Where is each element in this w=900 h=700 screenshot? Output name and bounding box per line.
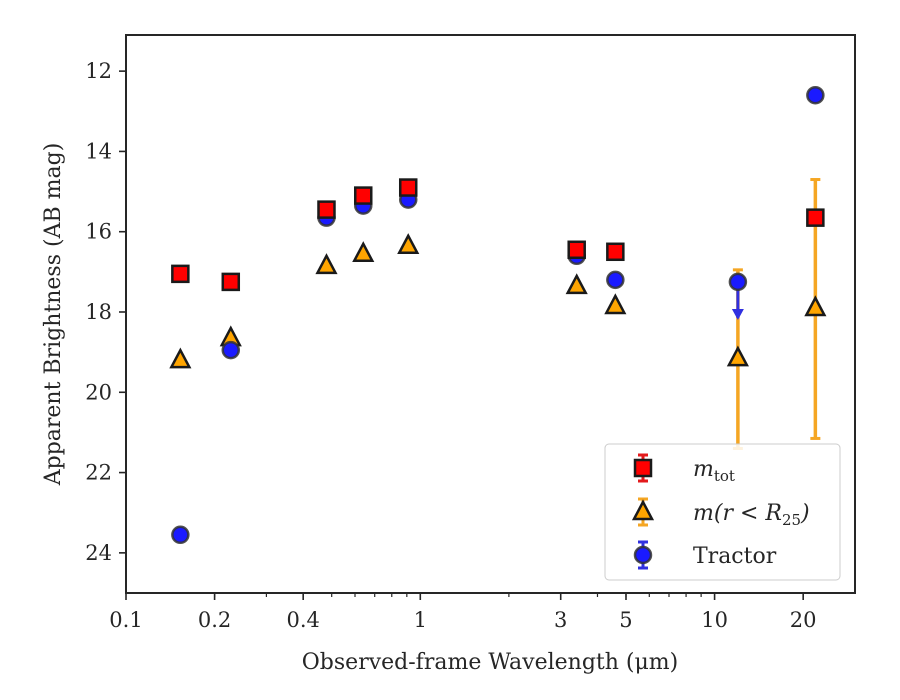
circle-point — [806, 85, 825, 105]
x-tick-label: 0.2 — [198, 608, 231, 632]
y-tick-label: 20 — [85, 380, 112, 404]
upper-limit-arrow — [731, 309, 744, 321]
triangle-point — [397, 233, 420, 255]
plot-frame — [125, 34, 856, 594]
square-point — [806, 208, 825, 227]
x-tick-label: 0.4 — [286, 608, 319, 632]
legend-label: mtot — [693, 457, 735, 485]
axis-ticks: 0.1 0.2 0.4 1 3 5 10 20 12 14 16 18 20 22 24 — [85, 59, 816, 632]
y-tick-label: 18 — [85, 300, 112, 324]
triangle-point — [352, 241, 375, 263]
triangle-point — [169, 347, 192, 369]
square-point — [317, 200, 336, 219]
x-tick-label: 0.1 — [109, 608, 142, 632]
legend-label: m(r < R25) — [693, 501, 810, 529]
y-axis-label: Apparent Brightness (AB mag) — [41, 143, 66, 487]
legend-label: Tractor — [693, 544, 777, 569]
x-tick-label: 3 — [554, 608, 567, 632]
triangle-point — [565, 273, 588, 295]
triangle-point — [604, 293, 627, 315]
legend: mtot m(r < R25) Tractor — [604, 443, 841, 581]
square-point — [567, 240, 586, 260]
circle-point — [171, 525, 190, 545]
triangle-point — [726, 345, 749, 367]
square-point — [606, 242, 625, 262]
x-axis-label: Observed-frame Wavelength (μm) — [302, 650, 678, 675]
legend-box — [604, 443, 841, 581]
triangle-point — [804, 295, 827, 317]
square-point — [398, 178, 418, 197]
legend-marker — [633, 458, 653, 478]
x-tick-label: 5 — [619, 608, 632, 632]
circle-point — [728, 272, 748, 292]
y-tick-label: 22 — [85, 461, 112, 485]
legend-marker — [631, 499, 655, 521]
x-tick-label: 1 — [414, 608, 427, 632]
x-tick-label: 20 — [790, 608, 817, 632]
square-point — [221, 272, 241, 292]
y-tick-label: 16 — [85, 220, 112, 244]
data-marks — [169, 85, 827, 545]
square-point — [171, 264, 190, 284]
circle-point — [221, 340, 241, 360]
y-tick-label: 14 — [85, 139, 112, 163]
y-tick-label: 12 — [85, 59, 112, 83]
square-point — [354, 186, 373, 205]
x-tick-label: 10 — [701, 608, 728, 632]
circle-point — [606, 270, 625, 290]
y-tick-label: 24 — [85, 541, 112, 565]
triangle-point — [315, 253, 338, 275]
legend-marker — [633, 545, 653, 565]
